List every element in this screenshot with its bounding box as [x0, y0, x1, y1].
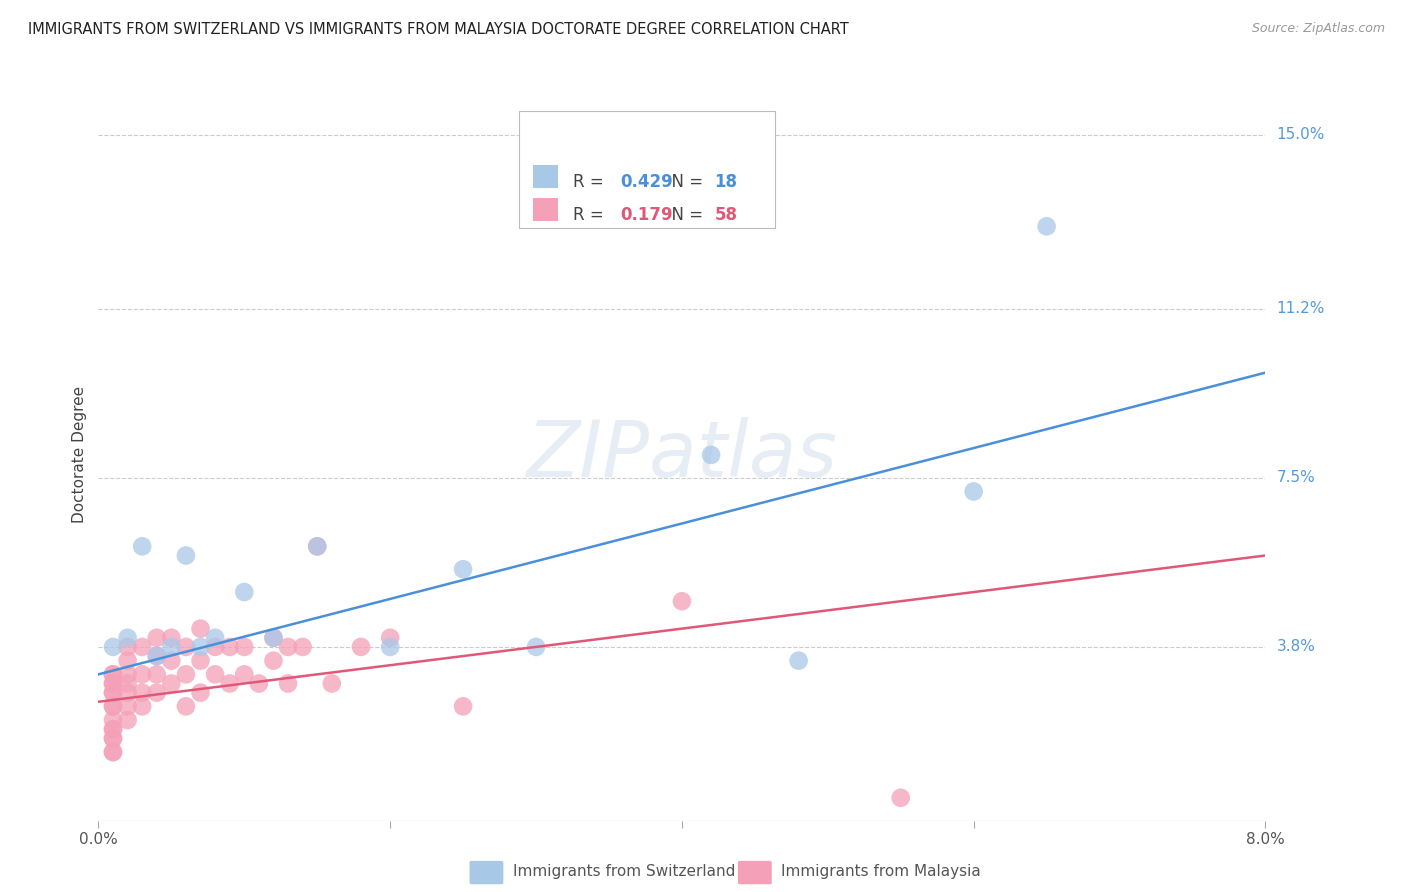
Text: 18: 18: [714, 173, 738, 191]
Point: [117, 654, 139, 668]
Point: [174, 667, 197, 681]
Point: [101, 731, 124, 746]
Point: [247, 676, 270, 690]
Point: [101, 745, 124, 759]
Text: 3.8%: 3.8%: [1277, 640, 1316, 655]
Point: [174, 699, 197, 714]
Point: [190, 622, 212, 636]
Point: [350, 640, 373, 654]
Point: [218, 676, 240, 690]
Point: [131, 685, 153, 699]
Point: [101, 676, 124, 690]
Point: [146, 631, 169, 645]
Point: [307, 539, 329, 553]
Point: [160, 640, 183, 654]
Y-axis label: Doctorate Degree: Doctorate Degree: [72, 386, 87, 524]
Point: [117, 640, 139, 654]
Point: [378, 640, 402, 654]
Point: [451, 699, 474, 714]
Point: [146, 685, 169, 699]
Point: [262, 654, 284, 668]
Point: [204, 640, 226, 654]
Text: R =: R =: [574, 206, 609, 224]
Point: [101, 676, 124, 690]
Point: [962, 484, 984, 499]
Point: [190, 654, 212, 668]
Point: [146, 649, 169, 664]
Point: [101, 745, 124, 759]
Point: [101, 723, 124, 737]
Point: [101, 685, 124, 699]
Point: [291, 640, 314, 654]
Point: [101, 685, 124, 699]
Point: [1035, 219, 1057, 234]
Point: [101, 723, 124, 737]
Text: Immigrants from Switzerland: Immigrants from Switzerland: [513, 864, 735, 880]
Point: [190, 640, 212, 654]
Point: [890, 790, 912, 805]
Point: [307, 539, 329, 553]
Point: [233, 585, 256, 599]
Point: [101, 667, 124, 681]
Point: [117, 699, 139, 714]
Point: [101, 699, 124, 714]
Point: [117, 713, 139, 727]
Point: [117, 631, 139, 645]
Point: [174, 549, 197, 563]
Text: Source: ZipAtlas.com: Source: ZipAtlas.com: [1251, 22, 1385, 36]
Point: [218, 640, 240, 654]
Point: [146, 649, 169, 664]
Point: [117, 685, 139, 699]
Point: [117, 667, 139, 681]
Text: R =: R =: [574, 173, 609, 191]
FancyBboxPatch shape: [519, 112, 775, 228]
Point: [204, 631, 226, 645]
Point: [117, 676, 139, 690]
Text: 15.0%: 15.0%: [1277, 128, 1324, 143]
Point: [451, 562, 474, 576]
Point: [190, 685, 212, 699]
Text: IMMIGRANTS FROM SWITZERLAND VS IMMIGRANTS FROM MALAYSIA DOCTORATE DEGREE CORRELA: IMMIGRANTS FROM SWITZERLAND VS IMMIGRANT…: [28, 22, 849, 37]
Text: 58: 58: [714, 206, 738, 224]
Point: [101, 731, 124, 746]
FancyBboxPatch shape: [470, 861, 503, 884]
Point: [378, 631, 402, 645]
Point: [146, 667, 169, 681]
Point: [277, 640, 299, 654]
Point: [131, 699, 153, 714]
Point: [700, 448, 723, 462]
Point: [262, 631, 284, 645]
FancyBboxPatch shape: [533, 165, 558, 188]
FancyBboxPatch shape: [738, 861, 772, 884]
Point: [671, 594, 693, 608]
FancyBboxPatch shape: [533, 198, 558, 221]
Point: [233, 640, 256, 654]
Point: [101, 699, 124, 714]
Point: [131, 539, 153, 553]
Point: [233, 667, 256, 681]
Point: [787, 654, 810, 668]
Text: N =: N =: [661, 173, 709, 191]
Point: [160, 654, 183, 668]
Point: [277, 676, 299, 690]
Text: N =: N =: [661, 206, 709, 224]
Point: [174, 640, 197, 654]
Text: ZIPatlas: ZIPatlas: [526, 417, 838, 493]
Point: [204, 667, 226, 681]
Point: [262, 631, 284, 645]
Text: 0.179: 0.179: [620, 206, 672, 224]
Point: [101, 667, 124, 681]
Point: [131, 667, 153, 681]
Text: Immigrants from Malaysia: Immigrants from Malaysia: [782, 864, 981, 880]
Point: [160, 676, 183, 690]
Text: 7.5%: 7.5%: [1277, 470, 1315, 485]
Point: [160, 631, 183, 645]
Point: [321, 676, 343, 690]
Point: [131, 640, 153, 654]
Point: [101, 640, 124, 654]
Text: 11.2%: 11.2%: [1277, 301, 1324, 316]
Text: 0.429: 0.429: [620, 173, 673, 191]
Point: [524, 640, 547, 654]
Point: [101, 713, 124, 727]
